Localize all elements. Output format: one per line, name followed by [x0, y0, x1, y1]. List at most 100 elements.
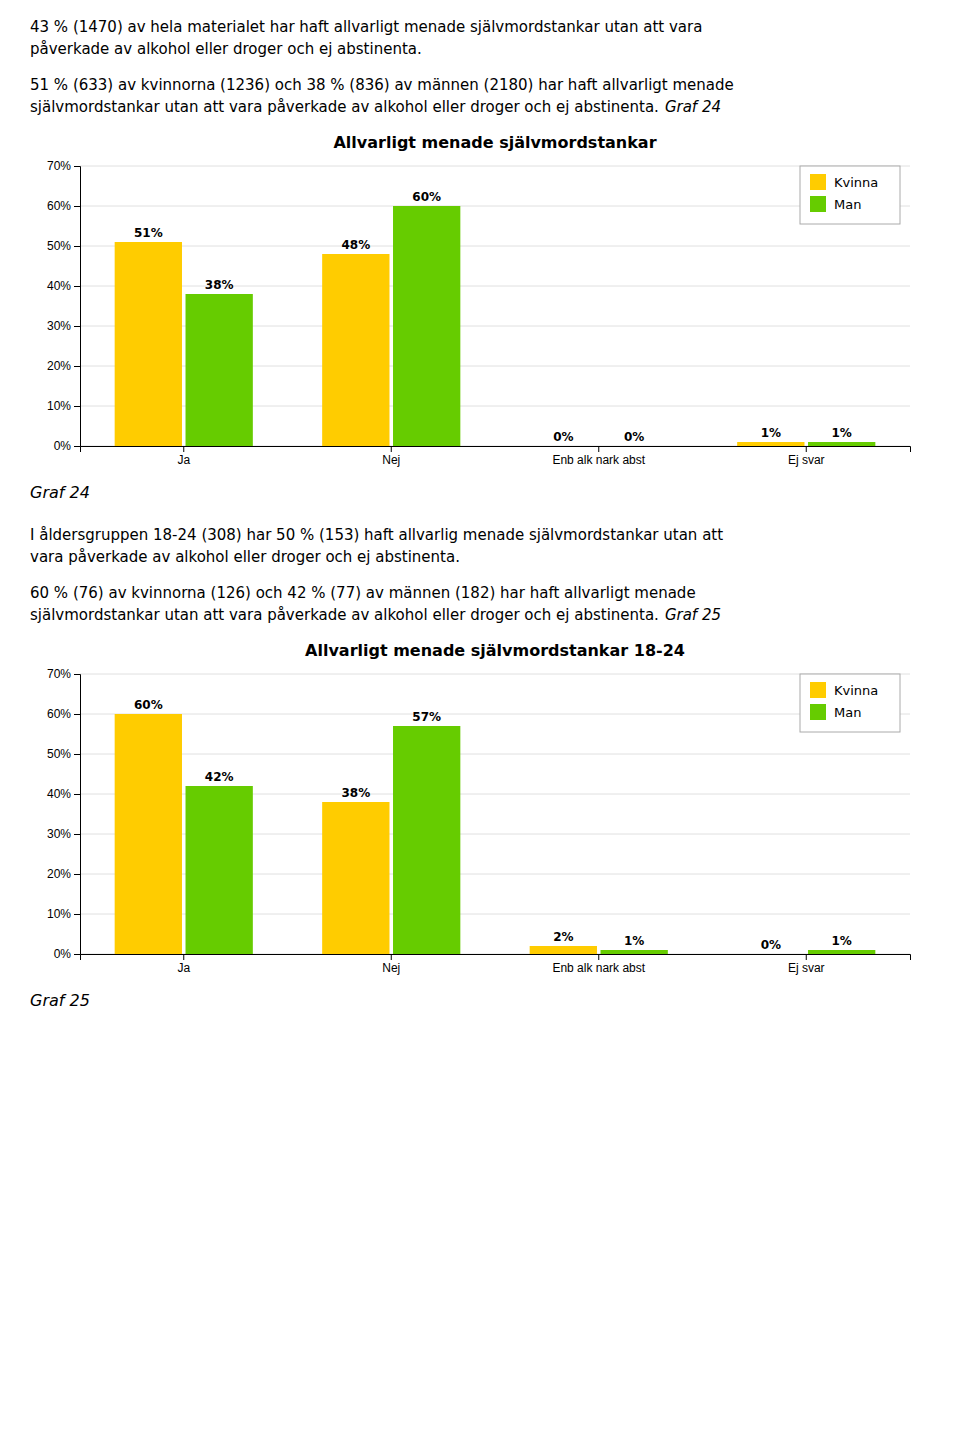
- data-label: 48%: [341, 238, 370, 252]
- data-label: 1%: [831, 426, 851, 440]
- y-tick: 60%: [47, 199, 80, 213]
- x-tick-label: Ja: [177, 453, 190, 467]
- y-tick: 40%: [47, 279, 80, 293]
- x-tick: Enb alk nark abst: [552, 446, 645, 467]
- x-tick: Nej: [382, 954, 400, 975]
- y-tick-label: 20%: [47, 359, 71, 373]
- data-label: 60%: [412, 190, 441, 204]
- data-label: 57%: [412, 710, 441, 724]
- x-axis: Ja Nej Enb alk nark abst Ej svar: [81, 446, 911, 467]
- legend: Kvinna Man: [800, 166, 900, 224]
- y-tick-mark: [74, 954, 80, 955]
- legend-item: Kvinna: [810, 174, 878, 190]
- y-tick-mark: [74, 326, 80, 327]
- bar: [737, 442, 804, 446]
- y-tick: 30%: [47, 319, 80, 333]
- y-tick-label: 0%: [54, 947, 72, 961]
- paragraph-line: 43 % (1470) av hela materialet har haft …: [30, 18, 702, 36]
- x-tick: Ej svar: [788, 954, 825, 975]
- chart-title: Allvarligt menade självmordstankar 18-24: [305, 641, 685, 660]
- bar: [737, 954, 804, 955]
- legend-swatch: [810, 174, 826, 190]
- x-tick-mark: [183, 446, 184, 452]
- legend-label: Kvinna: [834, 683, 878, 698]
- y-tick-label: 10%: [47, 399, 71, 413]
- bar: [322, 802, 389, 954]
- x-tick-label: Enb alk nark abst: [552, 961, 645, 975]
- bar: [186, 294, 253, 446]
- y-tick-label: 40%: [47, 787, 71, 801]
- y-tick-mark: [74, 794, 80, 795]
- x-tick-mark: [391, 446, 392, 452]
- data-labels: 60%38%2%0%42%57%1%1%: [134, 698, 852, 952]
- y-axis: 0% 10% 20% 30% 40% 50% 60% 70%: [47, 667, 81, 961]
- y-tick-label: 70%: [47, 159, 71, 173]
- y-tick-label: 0%: [54, 439, 72, 453]
- legend-item: Kvinna: [810, 682, 878, 698]
- data-label: 1%: [624, 934, 644, 948]
- data-label: 51%: [134, 226, 163, 240]
- legend-item: Man: [810, 196, 861, 212]
- y-tick: 0%: [54, 439, 80, 453]
- bars: [115, 714, 876, 954]
- paragraph-text: självmordstankar utan att vara påverkade…: [30, 98, 659, 116]
- paragraph-text: vara påverkade av alkohol eller droger o…: [30, 548, 460, 566]
- y-tick-label: 50%: [47, 747, 71, 761]
- x-tick-label: Ej svar: [788, 961, 825, 975]
- legend-label: Kvinna: [834, 175, 878, 190]
- data-label: 60%: [134, 698, 163, 712]
- y-tick-mark: [74, 754, 80, 755]
- figure-caption: Graf 24: [30, 483, 90, 502]
- bar: [601, 950, 668, 954]
- x-tick-label: Ja: [177, 961, 190, 975]
- grid: [80, 166, 910, 446]
- legend-label: Man: [834, 197, 861, 212]
- y-tick-label: 10%: [47, 907, 71, 921]
- x-tick-label: Nej: [382, 453, 400, 467]
- x-axis: Ja Nej Enb alk nark abst Ej svar: [81, 954, 911, 975]
- bar: [601, 446, 668, 447]
- chart: Allvarligt menade självmordstankar0%10%2…: [47, 133, 911, 467]
- paragraph-text: påverkade av alkohol eller droger och ej…: [30, 40, 422, 58]
- paragraph-text: 43 % (1470) av hela materialet har haft …: [30, 18, 702, 36]
- bar: [808, 442, 875, 446]
- bar: [186, 786, 253, 954]
- y-tick-mark: [74, 714, 80, 715]
- figure-reference: Graf 24: [665, 98, 721, 116]
- y-tick: 40%: [47, 787, 80, 801]
- y-tick: 70%: [47, 667, 80, 681]
- y-tick: 60%: [47, 707, 80, 721]
- data-label: 1%: [761, 426, 781, 440]
- data-label: 2%: [553, 930, 573, 944]
- y-axis-line: [74, 675, 81, 955]
- legend-swatch: [810, 196, 826, 212]
- grid-line: [80, 166, 910, 167]
- x-axis-line: [81, 955, 911, 961]
- legend-label: Man: [834, 705, 861, 720]
- x-tick-label: Ej svar: [788, 453, 825, 467]
- legend: Kvinna Man: [800, 674, 900, 732]
- grid-line: [80, 714, 910, 715]
- bar: [322, 254, 389, 446]
- paragraph-line: självmordstankar utan att vara påverkade…: [30, 606, 721, 624]
- x-tick: Ja: [177, 954, 190, 975]
- y-tick: 20%: [47, 867, 80, 881]
- data-label: 1%: [831, 934, 851, 948]
- y-tick-label: 50%: [47, 239, 71, 253]
- y-tick-mark: [74, 446, 80, 447]
- y-tick: 50%: [47, 747, 80, 761]
- y-tick-label: 30%: [47, 827, 71, 841]
- y-tick-mark: [74, 674, 80, 675]
- x-tick-label: Enb alk nark abst: [552, 453, 645, 467]
- y-tick-mark: [74, 206, 80, 207]
- y-tick-mark: [74, 366, 80, 367]
- bar: [115, 242, 182, 446]
- x-tick-mark: [598, 446, 599, 452]
- x-tick-mark: [806, 446, 807, 452]
- paragraph-line: 60 % (76) av kvinnorna (126) och 42 % (7…: [30, 584, 696, 602]
- paragraph-text: 51 % (633) av kvinnorna (1236) och 38 % …: [30, 76, 734, 94]
- y-tick: 70%: [47, 159, 80, 173]
- y-tick: 20%: [47, 359, 80, 373]
- page: 43 % (1470) av hela materialet har haft …: [0, 0, 960, 1456]
- bar: [393, 726, 460, 954]
